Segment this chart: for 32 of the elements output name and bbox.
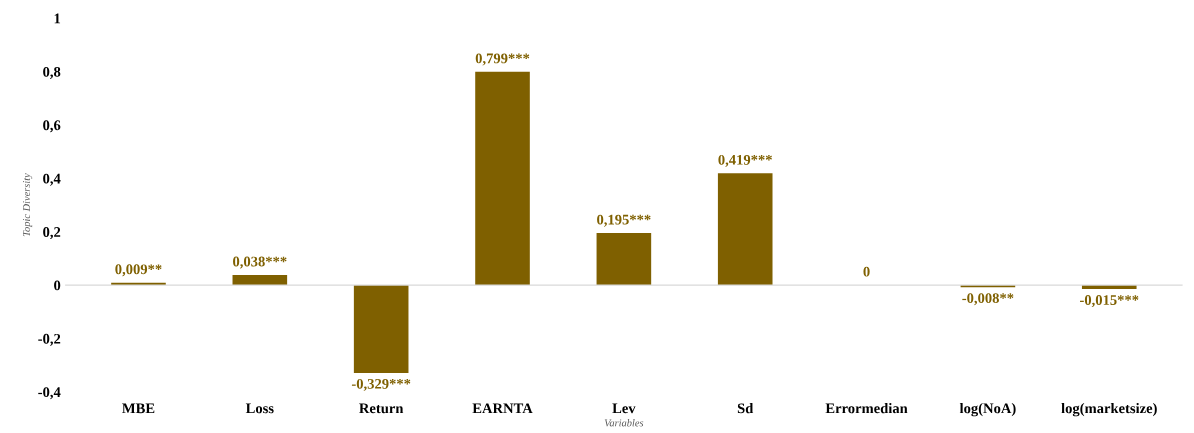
data-label: 0,195*** (597, 214, 651, 227)
data-label: 0,419*** (718, 154, 772, 167)
x-axis-title: Variables (604, 419, 644, 427)
y-tick-label: 0,4 (43, 173, 61, 186)
x-tick-label: MBE (122, 403, 155, 414)
y-tick-label: 0,8 (43, 66, 61, 79)
y-tick-label: 0 (54, 280, 61, 291)
bar (717, 173, 773, 286)
x-tick-label: log(marketsize) (1061, 402, 1157, 417)
data-label: -0,015*** (1080, 295, 1139, 308)
x-tick-label: EARNTA (472, 403, 533, 414)
y-axis-title: Topic Diversity (23, 173, 33, 237)
data-label: 0,799*** (475, 53, 530, 66)
data-label: 0,038*** (233, 256, 287, 269)
x-tick-label: log(NoA) (959, 402, 1016, 417)
y-tick-label: 1 (54, 13, 61, 24)
data-label: 0,009** (115, 264, 162, 277)
data-label: -0,329*** (351, 378, 411, 391)
bar (353, 285, 409, 373)
data-label: -0,008** (962, 293, 1014, 306)
x-tick-label: Loss (245, 403, 274, 414)
y-tick-label: 0,2 (43, 227, 61, 240)
x-tick-label: Lev (612, 403, 636, 414)
x-tick-label: Return (359, 403, 404, 414)
bar (475, 71, 530, 286)
x-tick-label: Errormedian (825, 402, 908, 414)
data-label: 0 (863, 266, 870, 277)
bar (596, 233, 652, 286)
y-tick-label: -0,4 (38, 387, 61, 400)
x-tick-label: Sd (737, 402, 754, 414)
y-tick-label: -0,2 (38, 333, 61, 346)
y-tick-label: 0,6 (43, 120, 61, 133)
